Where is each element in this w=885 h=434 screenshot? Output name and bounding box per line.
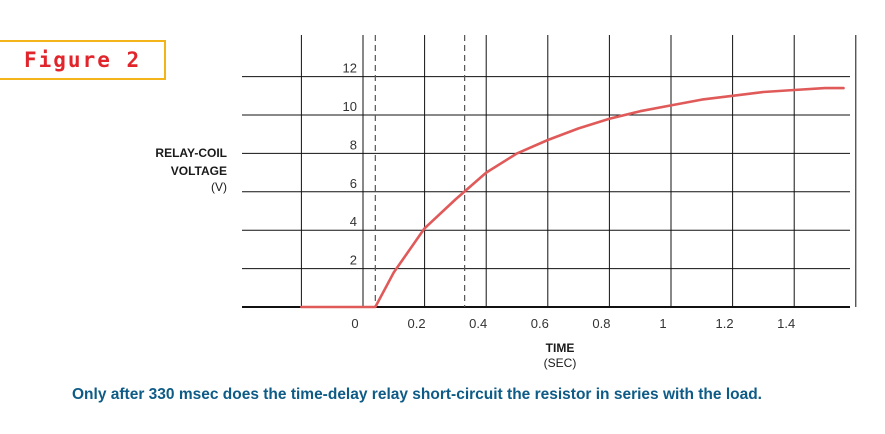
chart-grid [242, 35, 857, 308]
delay-markers [374, 35, 466, 307]
y-tick-label: 10 [343, 99, 357, 114]
x-tick-label: 1.4 [777, 316, 795, 331]
x-tick-label: 0.8 [592, 316, 610, 331]
x-axis-label-line-1: TIME [545, 341, 575, 355]
y-axis-label-line-2: VOLTAGE [170, 164, 227, 178]
y-axis-label-line-1: RELAY-COIL [155, 146, 227, 160]
x-tick-label: 0.4 [469, 316, 487, 331]
x-tick-label: 1 [659, 316, 666, 331]
voltage-curve [300, 86, 845, 309]
x-tick-label: 0.6 [531, 316, 549, 331]
y-tick-label: 8 [350, 137, 357, 152]
y-axis-label-line-3: (V) [211, 180, 227, 194]
x-tick-label: 0 [351, 316, 358, 331]
x-tick-label: 1.2 [716, 316, 734, 331]
x-tick-label: 0.2 [408, 316, 426, 331]
tick-labels: 0 0.2 0.4 0.6 0.8 1 1.2 1.4 2 4 6 8 10 12 [343, 61, 796, 331]
y-tick-label: 12 [343, 61, 357, 76]
figure-caption: Only after 330 msec does the time-delay … [72, 386, 762, 403]
y-tick-label: 6 [350, 176, 357, 191]
x-axis-label-line-2: (SEC) [543, 356, 577, 370]
y-tick-label: 4 [350, 214, 357, 229]
voltage-curve-group [300, 86, 845, 309]
figure-label: Figure 2 [0, 40, 166, 80]
y-tick-label: 2 [350, 253, 357, 268]
